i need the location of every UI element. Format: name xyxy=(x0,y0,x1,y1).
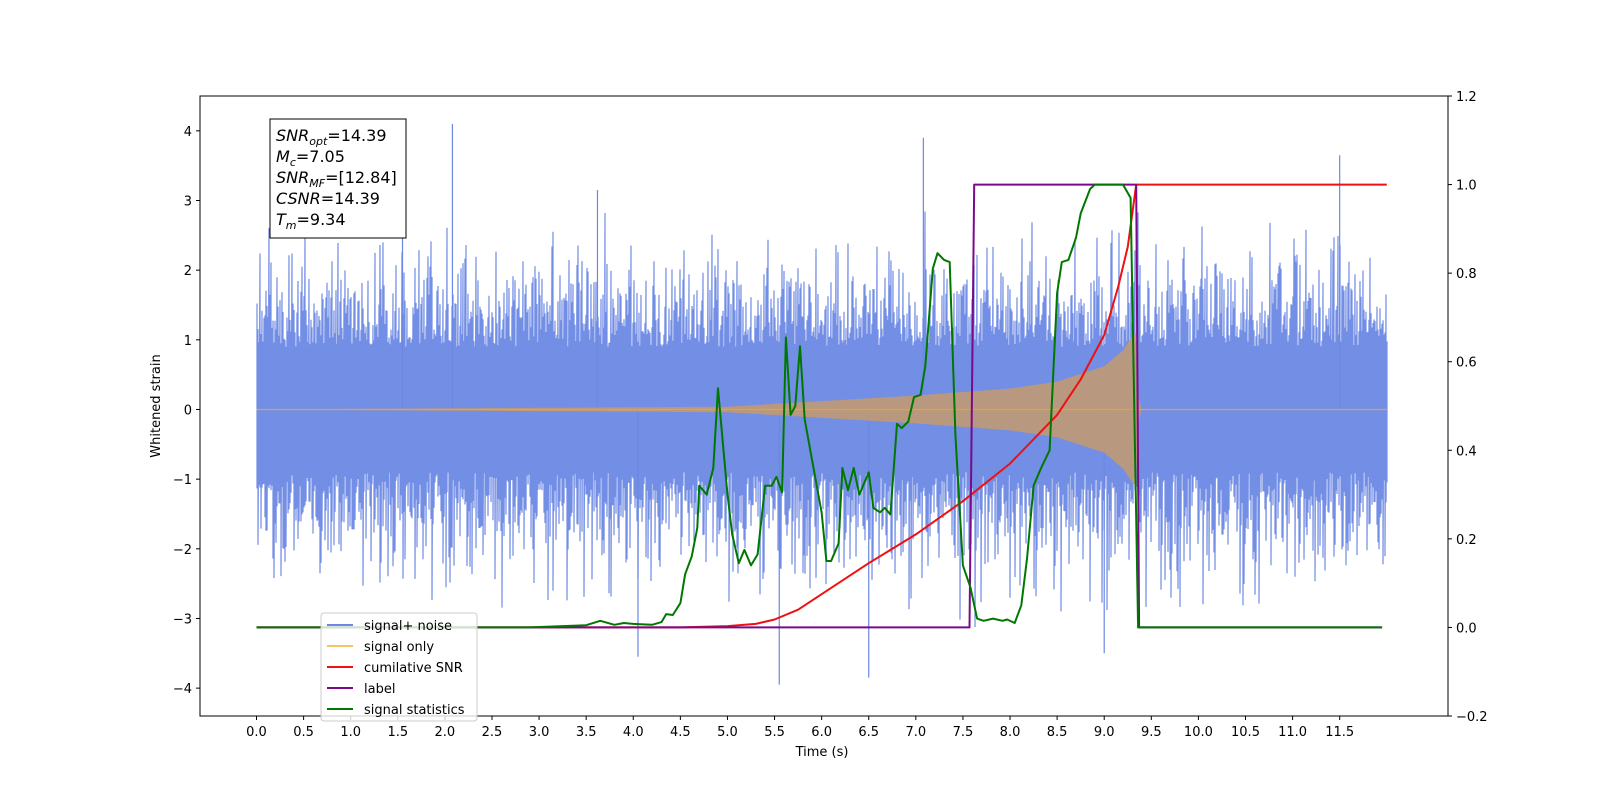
y-right-tick-label: 0.6 xyxy=(1456,356,1477,371)
y-right-tick-label: 1.2 xyxy=(1456,90,1477,105)
x-tick-label: 3.5 xyxy=(576,725,597,740)
legend: signal+ noise signal only cumilative SNR la… xyxy=(320,612,478,722)
plot-area xyxy=(199,95,1449,717)
x-tick-label: 1.0 xyxy=(340,725,361,740)
x-tick-label: 10.5 xyxy=(1231,725,1260,740)
y-right-tick-label: 0.8 xyxy=(1456,267,1477,282)
y-left-tick-label: 2 xyxy=(184,264,192,279)
annotation-box: SNRopt=14.39Mc=7.05SNRMF=[12.84]CSNR=14.… xyxy=(269,118,407,239)
y-right-tick-label: 0.4 xyxy=(1456,444,1477,459)
legend-label: cumilative SNR xyxy=(364,661,463,676)
y-left-tick-label: −1 xyxy=(173,473,192,488)
legend-label: signal statistics xyxy=(364,703,465,718)
x-tick-label: 1.5 xyxy=(387,725,408,740)
y-left-tick-label: 4 xyxy=(184,125,192,140)
series-cumilative-snr xyxy=(256,183,1387,629)
series-layer xyxy=(256,123,1388,685)
x-tick-label: 7.0 xyxy=(905,725,926,740)
plot-frame xyxy=(199,95,1449,717)
x-tick-label: 6.5 xyxy=(858,725,879,740)
x-tick-label: 5.0 xyxy=(717,725,738,740)
x-tick-label: 4.5 xyxy=(670,725,691,740)
x-tick-label: 10.0 xyxy=(1184,725,1213,740)
annotation-line: SNRopt=14.39 xyxy=(276,126,387,148)
annotation-line: Tm=9.34 xyxy=(276,210,346,232)
x-tick-label: 9.0 xyxy=(1094,725,1115,740)
y-left-tick-label: 3 xyxy=(184,194,192,209)
x-tick-label: 8.5 xyxy=(1047,725,1068,740)
y-left-tick-label: −3 xyxy=(173,612,192,627)
x-tick-label: 11.0 xyxy=(1278,725,1307,740)
x-tick-label: 2.5 xyxy=(482,725,503,740)
y-right-tick-label: 0.0 xyxy=(1456,621,1477,636)
y-right-tick-label: 1.0 xyxy=(1456,179,1477,194)
legend-frame xyxy=(320,612,478,722)
x-tick-label: 6.0 xyxy=(811,725,832,740)
y-left-tick-label: −4 xyxy=(173,682,192,697)
annotation-line: CSNR=14.39 xyxy=(276,189,380,208)
x-tick-label: 11.5 xyxy=(1325,725,1354,740)
x-tick-label: 3.0 xyxy=(529,725,550,740)
annotation-frame xyxy=(269,118,407,239)
y-right-tick-label: −0.2 xyxy=(1456,710,1488,725)
y-left-tick-label: 1 xyxy=(184,334,192,349)
y-left-tick-label: 0 xyxy=(184,403,192,418)
x-tick-label: 0.0 xyxy=(246,725,267,740)
annotation-line: Mc=7.05 xyxy=(276,147,345,169)
x-tick-label: 4.0 xyxy=(623,725,644,740)
annotation-line: SNRMF=[12.84] xyxy=(276,168,397,190)
series-signal-statistics xyxy=(256,183,1383,629)
legend-label: label xyxy=(364,682,395,697)
x-tick-label: 9.5 xyxy=(1141,725,1162,740)
x-tick-label: 7.5 xyxy=(953,725,974,740)
legend-label: signal only xyxy=(364,640,434,655)
x-axis: 0.0 0.5 1.0 1.5 2.0 2.5 3.0 3.5 4.0 4.5 5.0 5.5 6.0 6… xyxy=(246,716,1354,740)
y-axis-left: 4 3 2 1 0 −1 −2 −3 −4 xyxy=(173,125,200,697)
y-axis-right: 1.2 1.0 0.8 0.6 0.4 0.2 0.0 −0.2 xyxy=(1448,90,1488,725)
y-axis-title: Whitened strain xyxy=(149,354,164,457)
x-tick-label: 2.0 xyxy=(435,725,456,740)
x-tick-label: 5.5 xyxy=(764,725,785,740)
x-tick-label: 0.5 xyxy=(293,725,314,740)
legend-label: signal+ noise xyxy=(364,619,452,634)
y-right-tick-label: 0.2 xyxy=(1456,533,1477,548)
x-axis-title: Time (s) xyxy=(795,745,849,760)
y-left-tick-label: −2 xyxy=(173,543,192,558)
x-tick-label: 8.0 xyxy=(1000,725,1021,740)
series-signal-noise xyxy=(256,211,1388,628)
